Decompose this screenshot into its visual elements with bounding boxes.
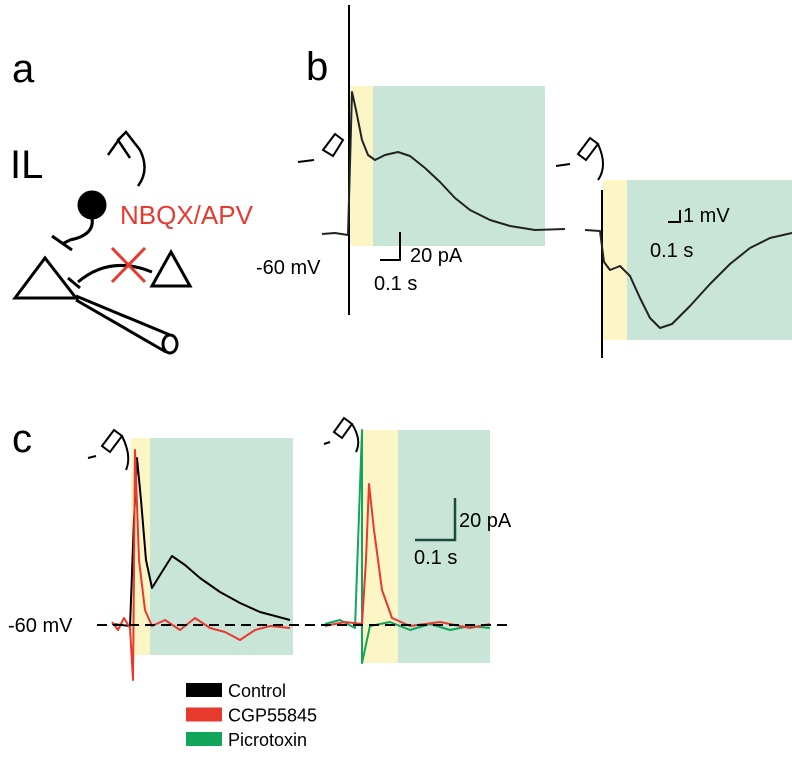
legend-label: Control <box>228 681 286 701</box>
analysis-window <box>150 438 293 655</box>
stim-window <box>603 180 627 340</box>
legend: Control CGP55845 Picrotoxin <box>186 681 317 750</box>
scale-bar <box>380 232 401 261</box>
legend-label: CGP55845 <box>228 706 317 726</box>
legend-swatch <box>186 683 222 697</box>
panel-label: b <box>306 45 328 89</box>
scale-label: 20 pA <box>459 510 512 532</box>
scale-label: 0.1 s <box>650 240 693 262</box>
scale-label: 1 mV <box>683 205 730 227</box>
holding-label: -60 mV <box>8 615 73 637</box>
circuit-diagram <box>12 130 193 355</box>
analysis-window <box>373 86 545 246</box>
trace <box>324 483 491 629</box>
scale-bar <box>668 210 681 223</box>
trace <box>324 429 491 664</box>
scale-label: 0.1 s <box>414 547 457 569</box>
electrode-icon <box>87 428 130 471</box>
scale-label: 20 pA <box>410 245 463 267</box>
panel-label: a <box>12 47 35 91</box>
scale-bar <box>415 498 457 542</box>
trace <box>321 91 566 236</box>
trace <box>584 229 792 329</box>
electrode-icon <box>297 132 345 163</box>
analysis-window <box>627 180 792 340</box>
scale-label: 0.1 s <box>374 273 417 295</box>
stim-window <box>350 86 373 246</box>
holding-label: -60 mV <box>256 257 321 279</box>
electrode-icon <box>323 416 360 453</box>
legend-swatch <box>186 732 222 746</box>
panel-label: c <box>12 417 32 461</box>
legend-swatch <box>186 707 222 722</box>
trace <box>111 449 291 681</box>
drug-label: NBQX/APV <box>120 200 254 230</box>
electrode-icon <box>555 136 604 181</box>
legend-label: Picrotoxin <box>228 730 307 750</box>
region-label: IL <box>10 143 43 187</box>
